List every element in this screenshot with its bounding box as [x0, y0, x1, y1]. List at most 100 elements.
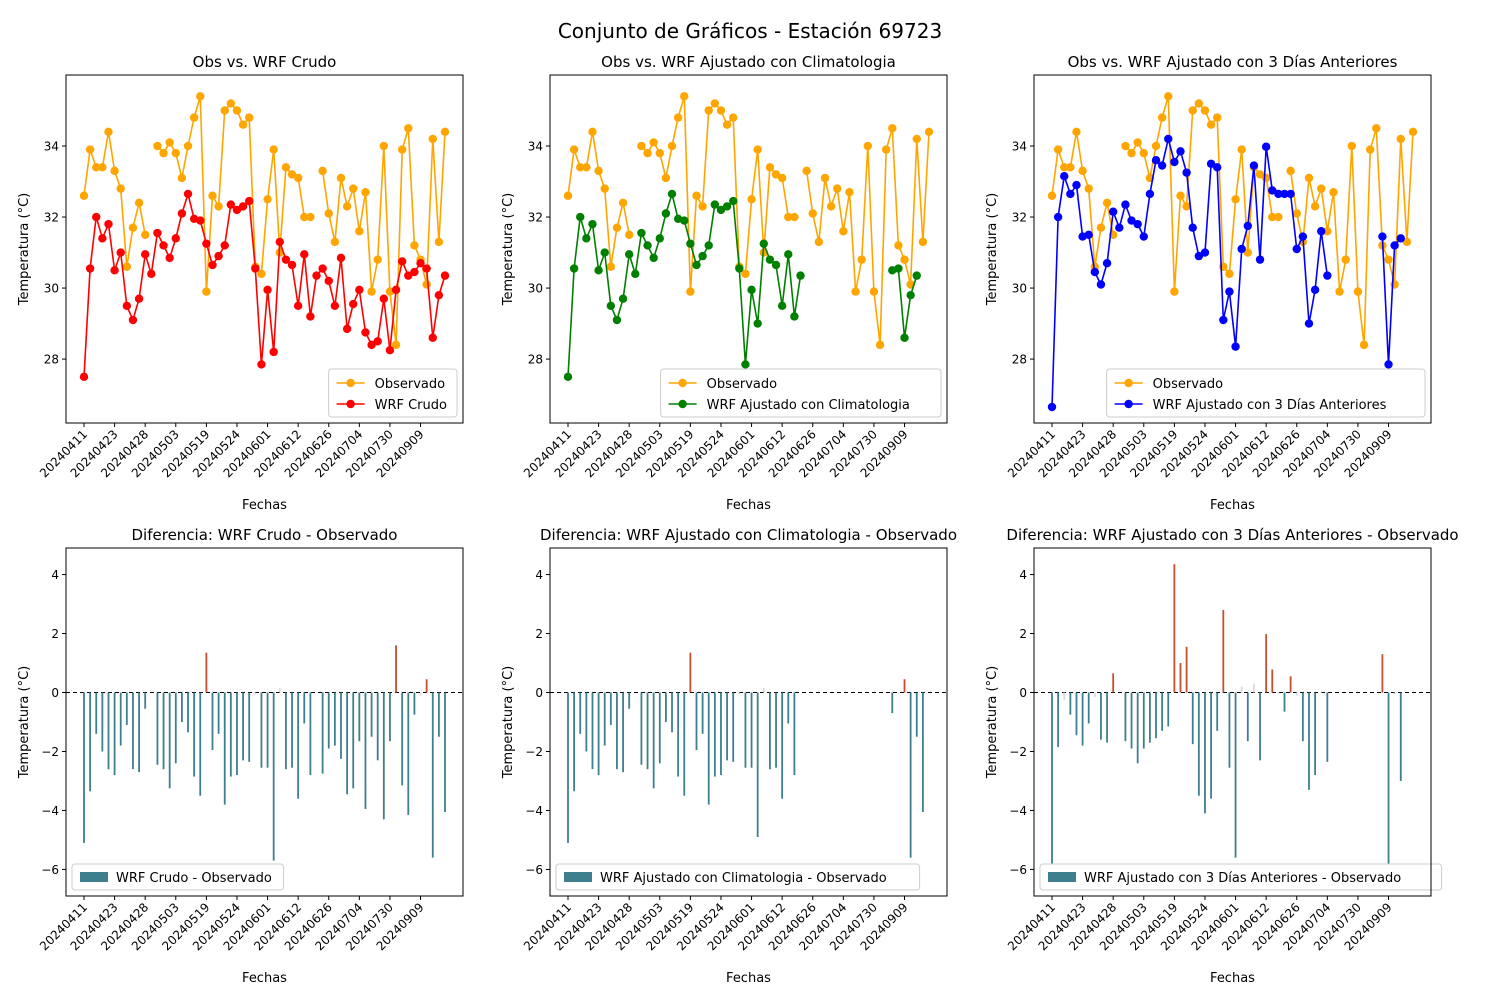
- chart-title: Diferencia: WRF Crudo - Observado: [132, 526, 398, 544]
- y-axis-label: Temperatura (°C): [501, 666, 516, 779]
- data-point-observed: [1402, 237, 1412, 247]
- difference-bar: [1265, 634, 1268, 693]
- data-point-observed: [232, 106, 242, 115]
- difference-bar: [1381, 654, 1384, 693]
- difference-bar: [1179, 663, 1182, 693]
- data-point-tres_dias: [1292, 244, 1301, 254]
- legend: Observado WRF Ajustado con 3 Días Anterio…: [1106, 368, 1426, 418]
- data-point-tres_dias: [1072, 180, 1081, 190]
- data-point-observed: [1133, 138, 1142, 147]
- data-point-clima: [594, 266, 603, 275]
- data-point-observed: [177, 173, 187, 183]
- data-point-crudo: [349, 299, 358, 309]
- data-point-observed: [1121, 141, 1130, 151]
- data-point-observed: [600, 184, 609, 193]
- data-point-crudo: [122, 301, 132, 311]
- data-point-crudo: [336, 253, 346, 263]
- data-point-crudo: [134, 294, 144, 303]
- difference-bar: [1301, 692, 1304, 742]
- data-point-clima: [582, 234, 591, 243]
- difference-bar: [321, 692, 324, 774]
- data-point-crudo: [385, 346, 395, 355]
- data-point-tres_dias: [1237, 244, 1246, 254]
- difference-bar: [1057, 692, 1060, 748]
- data-point-observed: [1176, 191, 1185, 200]
- figure-suptitle: Conjunto de Gráficos - Estación 69723: [558, 19, 942, 43]
- difference-bar: [1069, 692, 1072, 715]
- difference-bar: [1130, 692, 1133, 749]
- data-point-observed: [1194, 99, 1204, 108]
- data-point-crudo: [318, 264, 327, 273]
- data-point-tres_dias: [1384, 360, 1393, 369]
- difference-bar: [591, 692, 594, 770]
- data-point-observed: [747, 195, 756, 204]
- data-point-crudo: [177, 209, 187, 218]
- y-tick-label: 34: [1012, 140, 1027, 154]
- difference-bar: [223, 692, 226, 805]
- plot-frame: [1033, 74, 1432, 424]
- difference-bar: [713, 692, 716, 777]
- difference-bar: [419, 692, 422, 696]
- data-point-observed: [1225, 269, 1234, 279]
- data-point-observed: [588, 127, 597, 137]
- difference-bar: [597, 692, 600, 776]
- data-point-crudo: [147, 269, 156, 279]
- legend-frame: [328, 368, 458, 418]
- difference-bar: [364, 692, 367, 809]
- y-tick-label: 30: [44, 282, 59, 296]
- data-point-tres_dias: [1115, 223, 1124, 232]
- data-point-tres_dias: [1304, 319, 1314, 328]
- data-point-observed: [373, 255, 382, 264]
- data-point-tres_dias: [1274, 189, 1283, 199]
- data-point-crudo: [85, 264, 95, 273]
- difference-bar: [744, 692, 747, 768]
- data-point-observed: [306, 212, 315, 222]
- data-point-crudo: [410, 267, 419, 277]
- data-point-observed: [1127, 148, 1136, 158]
- difference-bar: [1087, 692, 1090, 724]
- data-point-clima: [900, 333, 909, 342]
- data-point-crudo: [373, 337, 382, 346]
- difference-bar: [707, 692, 710, 805]
- data-point-observed: [826, 202, 836, 211]
- difference-bar: [1393, 692, 1396, 694]
- y-tick-label: 0: [51, 686, 59, 700]
- data-point-crudo: [379, 294, 389, 303]
- data-point-observed: [1255, 170, 1265, 179]
- data-point-crudo: [171, 234, 180, 243]
- difference-bar: [750, 692, 753, 768]
- data-point-observed: [875, 340, 885, 350]
- data-point-observed: [637, 141, 646, 151]
- data-point-observed: [98, 163, 107, 172]
- data-point-observed: [765, 163, 775, 172]
- data-point-observed: [716, 106, 726, 115]
- data-point-observed: [802, 166, 811, 176]
- difference-bar: [726, 692, 728, 761]
- data-point-tres_dias: [1225, 287, 1234, 296]
- chart-top-clima: Obs vs. WRF Ajustado con Climatologia 28 3…: [501, 53, 948, 513]
- data-point-observed: [336, 173, 346, 183]
- data-point-crudo: [208, 260, 217, 270]
- data-point-crudo: [300, 250, 309, 259]
- data-point-observed: [208, 191, 217, 200]
- data-point-observed: [594, 166, 603, 176]
- difference-bar: [1191, 692, 1194, 745]
- data-point-tres_dias: [1231, 342, 1240, 351]
- data-point-clima: [894, 264, 903, 273]
- data-point-observed: [569, 145, 579, 154]
- y-axis-label: Temperatura (°C): [17, 193, 32, 306]
- difference-bar: [211, 692, 214, 751]
- difference-bar: [83, 692, 85, 843]
- y-tick-label: −2: [1009, 745, 1027, 759]
- data-point-observed: [379, 141, 389, 151]
- data-point-tres_dias: [1176, 147, 1185, 156]
- data-point-observed: [710, 99, 720, 108]
- difference-bar: [340, 692, 342, 759]
- data-point-observed: [918, 237, 928, 247]
- data-point-tres_dias: [1213, 163, 1222, 172]
- data-point-crudo: [440, 271, 450, 280]
- data-point-crudo: [355, 285, 364, 295]
- difference-bar: [891, 692, 894, 714]
- difference-bar: [285, 692, 287, 770]
- difference-bar: [1148, 692, 1151, 743]
